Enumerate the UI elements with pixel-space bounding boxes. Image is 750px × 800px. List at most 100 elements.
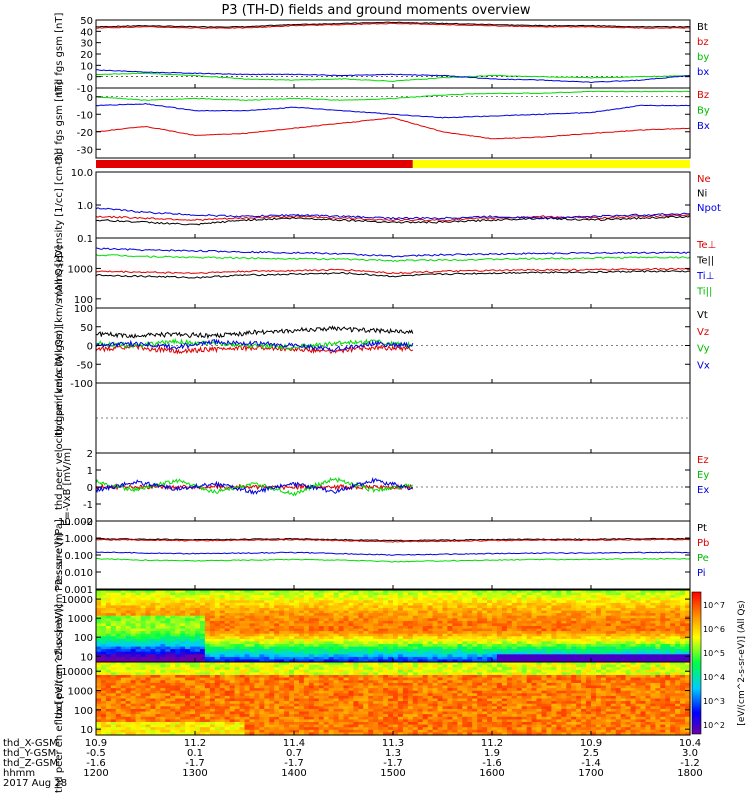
y-tick-label: 1.000 <box>64 534 93 545</box>
axis-row-value: -1.6 <box>86 758 106 769</box>
y-tick-label: 100 <box>74 633 93 644</box>
y-axis-label: thd peir velocity gsm [km/s (All Qs)] <box>54 255 65 436</box>
y-tick-label: 1 <box>87 466 93 477</box>
legend-Ey: Ey <box>697 470 709 481</box>
axis-row-label: thd_Z-GSM <box>3 758 58 769</box>
axis-row-value: 3.0 <box>682 748 698 759</box>
y-tick-label: -10 <box>77 84 93 95</box>
series-line-bx <box>95 69 691 84</box>
series-line-by <box>95 72 691 83</box>
colorbar-tick: 10^3 <box>703 697 725 706</box>
y-tick-label: -1 <box>83 500 93 511</box>
y-axis-label: thd peer velocity gsm [km/s (All Qs)] <box>54 326 65 510</box>
y-axis-label: thd peir en eflux [eV/(cm^2-s-sr-eV)] <box>54 533 65 719</box>
y-tick-label: 1.0 <box>77 201 93 212</box>
colorbar-tick: 10^4 <box>703 673 725 682</box>
axis-row-value: 1800 <box>677 768 702 779</box>
axis-row-value: 1.3 <box>385 748 401 759</box>
axis-row-value: 1.9 <box>484 748 500 759</box>
y-axis-label: Density [1/cc] [cm-3] <box>54 152 65 258</box>
y-tick-label: 0 <box>87 483 93 494</box>
colorbar-tick: 10^6 <box>703 625 725 634</box>
y-tick-label: 20 <box>80 50 93 61</box>
y-tick-label: 0 <box>87 73 93 84</box>
axis-row-value: 10.9 <box>85 738 107 749</box>
y-tick-label: 0.100 <box>64 551 93 562</box>
y-tick-label: 10.000 <box>58 517 93 528</box>
mode-bar-red-segment <box>96 160 413 168</box>
spectrogram-cells <box>96 590 691 663</box>
legend-by: by <box>697 52 709 63</box>
axis-row-value: 11.2 <box>184 738 206 749</box>
legend-Pb: Pb <box>697 538 709 549</box>
legend-Ne: Ne <box>697 174 711 185</box>
series-line-Te⊥ <box>95 267 691 275</box>
y-tick-label: -2 <box>83 517 93 528</box>
colorbar-tick: 10^5 <box>703 649 725 658</box>
axis-row-label: thd_Y-GSM <box>3 748 56 759</box>
y-tick-label: 100 <box>74 295 93 306</box>
series-line-Vy <box>95 337 414 351</box>
colorbar-tick: 10^7 <box>703 601 725 610</box>
y-tick-label: 0 <box>87 342 93 353</box>
figure-title: P3 (TH-D) fields and ground moments over… <box>221 3 530 18</box>
series-line-bz <box>95 22 691 29</box>
series-line-Npot <box>95 207 691 220</box>
y-tick-label: 10.0 <box>71 168 93 179</box>
axis-row-value: 10.9 <box>580 738 602 749</box>
axis-row-value: 0.1 <box>187 748 203 759</box>
y-tick-label: 2 <box>87 449 93 460</box>
y-axis-label: thd fgs gsm [nT] <box>54 82 65 165</box>
date-label: 2017 Aug 28 <box>3 778 67 789</box>
panel-5: Vt Vz Vy Vx 100 50 0 -50 -100 thd peir velocity g… <box>54 255 710 436</box>
panel-7: Ez Ey Ex 2 1 0 -1 -2 E=-VxB [mV/m] <box>62 448 709 528</box>
y-tick-label: 30 <box>80 39 93 50</box>
time-axis: thd_X-GSM 10.9 11.2 11.4 11.3 11.2 10.9 10.4 thd… <box>3 738 703 789</box>
axis-row-value: 1700 <box>578 768 603 779</box>
y-tick-label: 10 <box>80 61 93 72</box>
series-line-Ni <box>95 215 691 226</box>
axis-row-value: 11.3 <box>382 738 404 749</box>
legend-Ex: Ex <box>697 485 709 496</box>
y-tick-label: 0.010 <box>64 568 93 579</box>
series-line-Vt <box>95 325 414 340</box>
y-axis-label: thd fgs gsm [nT] <box>54 13 65 96</box>
series-line-Bx <box>95 102 691 119</box>
y-tick-label: 100 <box>74 304 93 315</box>
series-line-Ex <box>95 476 414 496</box>
colorbar-tick: 10^2 <box>703 721 725 730</box>
y-tick-label: 50 <box>80 323 93 334</box>
y-tick-label: 10000 <box>61 595 93 606</box>
legend-Pt: Pt <box>697 523 707 534</box>
series-line-Bz <box>95 116 691 140</box>
axis-row-label: thd_X-GSM <box>3 738 58 749</box>
axis-row-value: -1.7 <box>383 758 403 769</box>
axis-row-label: hhmm <box>3 768 35 779</box>
panel-frame <box>95 171 691 239</box>
axis-row-value: 2.5 <box>583 748 599 759</box>
panel-10: 10000 1000 100 10 thd peer en eflux [eV/(cm^… <box>54 604 691 793</box>
series-line-Ne <box>95 214 691 222</box>
y-tick-label: 1000 <box>68 614 93 625</box>
y-tick-label: 1000 <box>68 687 93 698</box>
panel-8: Pt Pb Pe Pi 10.000 1.000 0.100 0.010 0.001Pressu… <box>54 517 709 596</box>
series-line-Ey <box>95 476 414 497</box>
series-line-Ti|| <box>95 254 691 262</box>
axis-row-value: -0.5 <box>86 748 106 759</box>
y-tick-label: 40 <box>80 27 93 38</box>
axis-row-value: 1500 <box>380 768 405 779</box>
y-tick-label: 10 <box>80 652 93 663</box>
axis-row-value: 11.4 <box>283 738 305 749</box>
y-tick-label: 0.1 <box>77 234 93 245</box>
axis-row-value: -1.4 <box>581 758 601 769</box>
colorbar: 10^2 10^3 10^4 10^5 10^6 10^7 [eV/(cm^2-s-sr-e… <box>691 591 747 735</box>
y-axis-label: moms [eV] <box>54 246 65 301</box>
series-line-Vz <box>95 344 414 355</box>
y-tick-label: 50 <box>80 16 93 27</box>
colorbar-label: [eV/(cm^2-s-sr-eV)] (All Qs) <box>737 600 747 725</box>
legend-Vy: Vy <box>697 344 710 355</box>
axis-row-value: 1300 <box>182 768 207 779</box>
axis-row-value: 0.7 <box>286 748 302 759</box>
